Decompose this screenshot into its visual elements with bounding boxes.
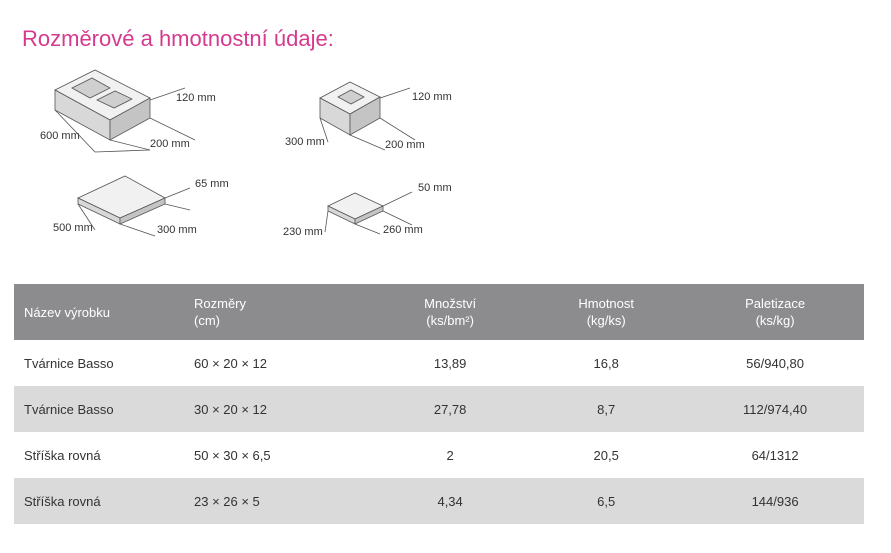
col-header-dimensions: Rozměry (cm): [184, 284, 374, 340]
block-large-drawing: [54, 69, 196, 153]
dim-label: 230 mm: [283, 226, 323, 238]
table-row: Stříška rovná 50 × 30 × 6,5 2 20,5 64/13…: [14, 432, 864, 478]
table-row: Stříška rovná 23 × 26 × 5 4,34 6,5 144/9…: [14, 478, 864, 524]
cap-small-drawing: [324, 191, 413, 235]
cell-weight: 16,8: [593, 355, 619, 371]
cell-weight: 20,5: [593, 447, 619, 463]
col-header-name: Název výrobku: [14, 284, 184, 340]
col-header-weight: Hmotnost (kg/ks): [526, 284, 687, 340]
cell-name: Tvárnice Basso: [24, 355, 114, 371]
cell-palletization: 56/940,80: [746, 355, 804, 371]
dim-label: 300 mm: [285, 136, 325, 148]
product-drawings: [54, 69, 416, 237]
col-header-quantity: Množství (ks/bm²): [374, 284, 527, 340]
dimension-drawings: 120 mm 600 mm 200 mm 120 mm 300 mm 200 m…: [0, 0, 891, 270]
dim-label: 200 mm: [385, 139, 425, 151]
cell-name: Tvárnice Basso: [14, 386, 184, 432]
cell-quantity: 2: [446, 447, 454, 463]
cell-weight: 6,5: [526, 478, 687, 524]
cell-weight: 8,7: [526, 386, 687, 432]
cell-quantity: 13,89: [433, 355, 467, 371]
cell-quantity: 27,78: [374, 386, 527, 432]
col-header-palletization: Paletizace (ks/kg): [686, 284, 864, 340]
cell-quantity: 4,34: [374, 478, 527, 524]
dim-label: 500 mm: [53, 222, 93, 234]
dim-label: 50 mm: [418, 182, 452, 194]
product-table: Název výrobku Rozměry (cm) Množství (ks/bm…: [14, 284, 864, 524]
dim-label: 120 mm: [412, 91, 452, 103]
cell-dimensions: 50 × 30 × 6,5: [194, 447, 271, 463]
table-header-row: Název výrobku Rozměry (cm) Množství (ks/bm…: [14, 284, 864, 340]
dim-label: 200 mm: [150, 138, 190, 150]
cell-palletization: 144/936: [686, 478, 864, 524]
dim-label: 65 mm: [195, 178, 229, 190]
cell-palletization: 64/1312: [751, 447, 799, 463]
dim-label: 120 mm: [176, 92, 216, 104]
cell-palletization: 112/974,40: [686, 386, 864, 432]
dim-label: 260 mm: [383, 224, 423, 236]
cell-dimensions: 60 × 20 × 12: [194, 355, 268, 371]
cap-large-drawing: [77, 175, 191, 237]
dim-label: 600 mm: [40, 130, 80, 142]
table-row: Tvárnice Basso 30 × 20 × 12 27,78 8,7 11…: [14, 386, 864, 432]
block-small-drawing: [319, 81, 416, 151]
table-row: Tvárnice Basso 60 × 20 × 12 13,89 16,8 5…: [14, 340, 864, 386]
cell-dimensions: 23 × 26 × 5: [184, 478, 374, 524]
dim-label: 300 mm: [157, 224, 197, 236]
cell-dimensions: 30 × 20 × 12: [184, 386, 374, 432]
cell-name: Stříška rovná: [24, 447, 101, 463]
cell-name: Stříška rovná: [14, 478, 184, 524]
page-title: Rozměrové a hmotnostní údaje:: [22, 26, 334, 51]
